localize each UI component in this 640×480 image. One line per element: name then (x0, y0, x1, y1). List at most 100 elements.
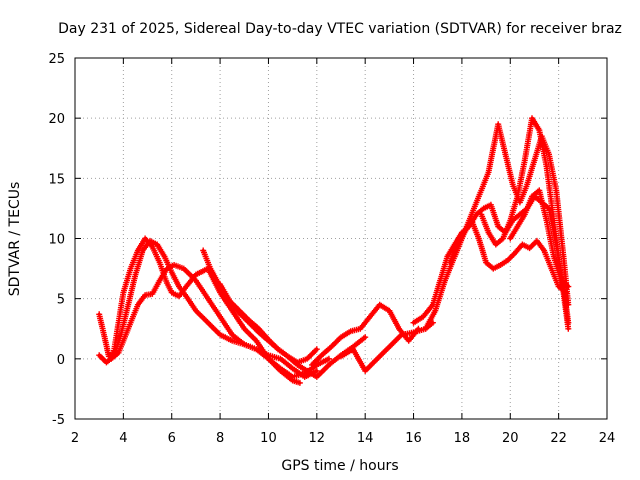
data-point (150, 245, 154, 249)
data-point (143, 237, 147, 240)
data-point (182, 267, 186, 271)
data-point (339, 335, 343, 339)
data-point (206, 321, 210, 325)
x-tick-label: 2 (71, 431, 79, 446)
x-tick-label: 10 (260, 431, 277, 446)
data-point (503, 152, 507, 156)
data-point (305, 357, 309, 361)
data-point (170, 270, 174, 274)
data-point (349, 329, 353, 333)
data-point (537, 128, 541, 132)
data-point (327, 363, 331, 367)
data-point (218, 282, 222, 286)
data-point (206, 297, 210, 301)
x-tick-label: 8 (216, 431, 224, 446)
data-point (148, 239, 152, 243)
data-point (368, 315, 372, 319)
data-point (363, 335, 367, 339)
x-tick-label: 12 (309, 431, 326, 446)
data-point (399, 333, 403, 337)
data-point (487, 170, 491, 174)
data-point (523, 212, 527, 216)
data-point (266, 357, 270, 361)
x-tick-label: 6 (168, 431, 176, 446)
data-point (448, 261, 452, 265)
data-point (530, 116, 534, 120)
data-point (218, 315, 222, 319)
y-axis-title: SDTVAR / TECUs (7, 182, 23, 297)
grid (75, 58, 607, 419)
y-tick-label: 20 (48, 112, 65, 127)
series-arc-10 (446, 217, 569, 296)
data-point (559, 279, 563, 283)
data-point (295, 363, 299, 367)
data-point (339, 354, 343, 358)
data-point (126, 303, 130, 307)
data-point (549, 267, 553, 271)
data-point (230, 309, 234, 313)
data-point (194, 273, 198, 277)
data-point (170, 291, 174, 295)
x-tick-label: 4 (119, 431, 127, 446)
data-point (242, 342, 246, 346)
data-point (184, 294, 188, 298)
data-point (387, 345, 391, 349)
data-point (489, 203, 493, 207)
data-point (412, 330, 416, 334)
data-point (491, 267, 495, 271)
data-point (230, 333, 234, 337)
data-point (479, 212, 483, 216)
data-point (298, 381, 302, 385)
data-point (445, 255, 449, 259)
data-point (143, 293, 147, 297)
data-point (121, 339, 125, 343)
data-point (97, 312, 101, 316)
data-point (141, 249, 145, 253)
chart-title: Day 231 of 2025, Sidereal Day-to-day VTE… (58, 21, 622, 37)
data-point (320, 353, 324, 357)
data-point (230, 339, 234, 343)
y-tick-label: 15 (48, 172, 65, 187)
y-tick-label: 5 (57, 293, 65, 308)
data-point (133, 273, 137, 277)
y-tick-label: 25 (48, 52, 65, 67)
data-point (117, 321, 121, 325)
data-point (511, 182, 515, 186)
data-point (378, 303, 382, 307)
data-point (518, 200, 522, 204)
data-series (96, 115, 572, 386)
data-point (276, 347, 280, 351)
data-point (566, 327, 570, 331)
data-point (315, 375, 319, 379)
data-point (358, 327, 362, 331)
data-point (155, 243, 159, 247)
data-point (194, 279, 198, 283)
series-arc-3 (108, 262, 320, 380)
data-point (496, 224, 500, 228)
data-point (462, 230, 466, 234)
y-tick-label: 0 (57, 353, 65, 368)
data-point (484, 261, 488, 265)
series-arc-5 (217, 281, 369, 380)
data-point (438, 279, 442, 283)
data-point (424, 327, 428, 331)
data-point (506, 258, 510, 262)
data-point (119, 333, 123, 337)
series-arc-11 (478, 115, 572, 332)
data-point (523, 158, 527, 162)
data-point (545, 164, 549, 168)
x-tick-label: 22 (550, 431, 567, 446)
data-point (117, 351, 121, 355)
data-point (310, 363, 314, 367)
data-point (477, 237, 481, 240)
data-point (535, 239, 539, 243)
data-point (286, 354, 290, 358)
data-point (327, 357, 331, 361)
data-point (482, 206, 486, 210)
y-tick-label: 10 (48, 233, 65, 248)
data-point (254, 339, 258, 343)
data-point (407, 339, 411, 343)
data-point (158, 261, 162, 265)
data-point (315, 369, 319, 373)
data-point (97, 353, 101, 357)
